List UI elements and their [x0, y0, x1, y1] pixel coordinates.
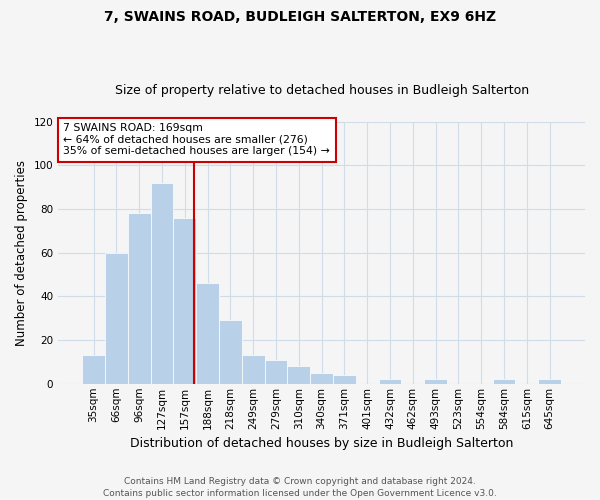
Bar — [538, 380, 561, 384]
Bar — [379, 380, 401, 384]
Bar — [242, 356, 265, 384]
Bar — [128, 214, 151, 384]
Bar — [424, 380, 447, 384]
Bar — [82, 356, 105, 384]
Bar — [310, 373, 333, 384]
Bar — [219, 320, 242, 384]
Bar — [493, 380, 515, 384]
Y-axis label: Number of detached properties: Number of detached properties — [15, 160, 28, 346]
Text: 7 SWAINS ROAD: 169sqm
← 64% of detached houses are smaller (276)
35% of semi-det: 7 SWAINS ROAD: 169sqm ← 64% of detached … — [64, 123, 330, 156]
X-axis label: Distribution of detached houses by size in Budleigh Salterton: Distribution of detached houses by size … — [130, 437, 513, 450]
Bar — [265, 360, 287, 384]
Bar — [196, 284, 219, 384]
Bar — [151, 183, 173, 384]
Title: Size of property relative to detached houses in Budleigh Salterton: Size of property relative to detached ho… — [115, 84, 529, 97]
Bar — [333, 375, 356, 384]
Bar — [105, 253, 128, 384]
Text: Contains HM Land Registry data © Crown copyright and database right 2024.
Contai: Contains HM Land Registry data © Crown c… — [103, 476, 497, 498]
Bar — [287, 366, 310, 384]
Text: 7, SWAINS ROAD, BUDLEIGH SALTERTON, EX9 6HZ: 7, SWAINS ROAD, BUDLEIGH SALTERTON, EX9 … — [104, 10, 496, 24]
Bar — [173, 218, 196, 384]
